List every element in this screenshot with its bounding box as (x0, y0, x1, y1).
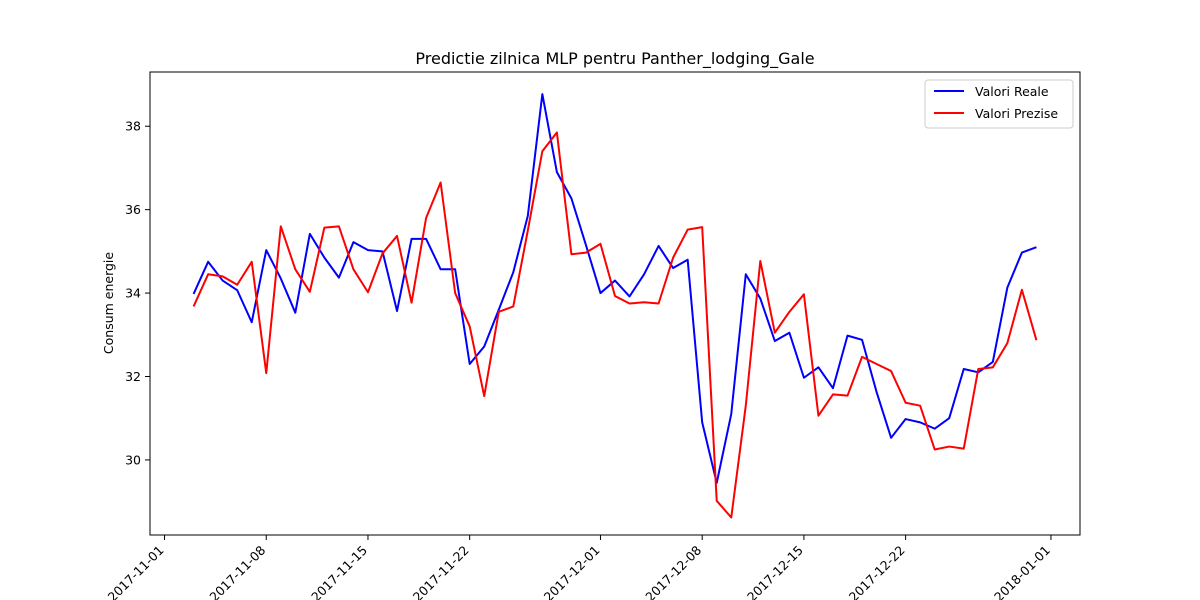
plot-area-frame (149, 71, 1081, 536)
x-tick-label: 2017-11-15 (308, 543, 370, 600)
y-tick-label: 30 (125, 452, 141, 467)
x-axis: 2017-11-01 2017-11-08 2017-11-15 2017-11-22… (105, 535, 1053, 600)
chart-title: Predictie zilnica MLP pentru Panther_lod… (415, 49, 814, 69)
x-tick-label: 2017-12-15 (744, 543, 806, 600)
x-tick-label: 2018-01-01 (991, 543, 1053, 600)
y-tick-label: 32 (125, 369, 141, 384)
series-layer (192, 93, 1038, 519)
legend: Valori Reale Valori Prezise (924, 79, 1074, 129)
x-tick-label: 2017-11-08 (206, 542, 268, 600)
y-tick-label: 36 (125, 202, 141, 217)
y-axis: 30 32 34 36 38 (125, 119, 150, 467)
legend-label-valori-reale: Valori Reale (975, 84, 1049, 99)
x-tick-label: 2017-12-08 (642, 542, 704, 600)
y-tick-label: 38 (125, 119, 141, 134)
x-tick-label: 2017-12-22 (846, 543, 908, 600)
x-tick-label: 2017-11-22 (410, 543, 472, 600)
legend-label-valori-prezise: Valori Prezise (975, 106, 1058, 121)
y-axis-label: Consum energie (101, 252, 116, 355)
x-tick-label: 2017-12-01 (541, 543, 603, 600)
series-line-valori-reale (192, 93, 1037, 484)
series-line-valori-prezise (192, 131, 1038, 519)
x-tick-label: 2017-11-01 (105, 543, 167, 600)
y-tick-label: 34 (125, 286, 141, 301)
